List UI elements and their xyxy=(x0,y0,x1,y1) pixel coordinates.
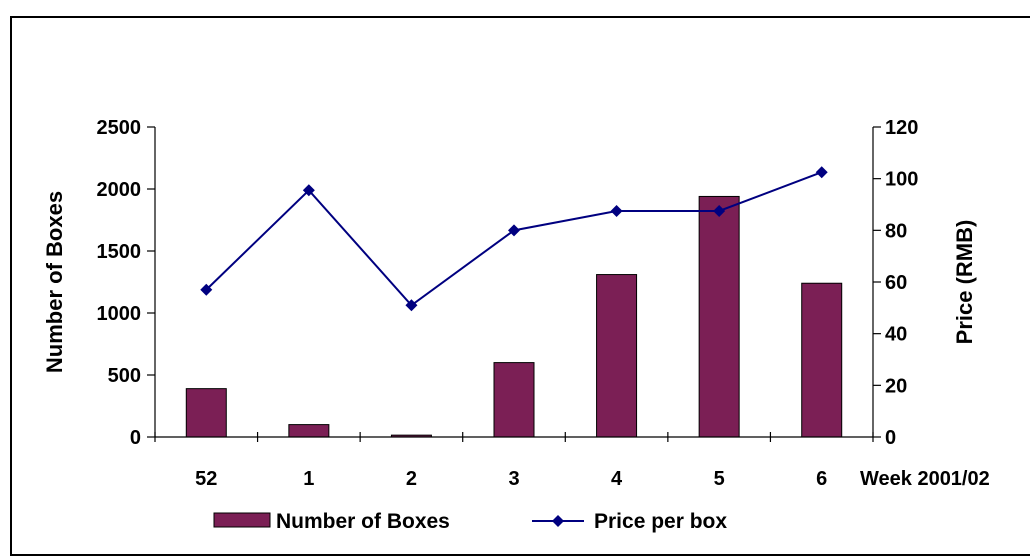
x-tick-label: 4 xyxy=(611,468,623,490)
price-point xyxy=(508,224,520,237)
price-point xyxy=(610,204,623,217)
bar xyxy=(698,195,740,438)
legend-label-price: Price per box xyxy=(594,510,727,533)
price-point xyxy=(302,184,315,197)
axes-layer: 0 500 1000 1500 2000 2500 0 20 40 60 80 100 120 52 1 2 3… xyxy=(97,117,919,490)
price-point xyxy=(713,204,726,217)
x-tick-label: 3 xyxy=(508,468,519,490)
y2-tick-label: 120 xyxy=(885,117,918,139)
y2-tick-label: 80 xyxy=(885,220,907,242)
x-axis-title: Week 2001/02 xyxy=(860,468,990,490)
y-tick-label: 1500 xyxy=(97,241,142,263)
price-point xyxy=(405,299,418,312)
line-layer xyxy=(200,166,828,312)
y-axis-title: Number of Boxes xyxy=(42,191,67,373)
x-tick-label: 6 xyxy=(816,468,827,490)
y2-tick-label: 40 xyxy=(885,324,907,346)
combo-chart: 0 500 1000 1500 2000 2500 0 20 40 60 80 100 120 52 1 2 3… xyxy=(42,117,990,533)
x-tick-label: 52 xyxy=(195,468,217,490)
bars-layer xyxy=(185,195,843,438)
bar xyxy=(493,362,535,438)
bar xyxy=(801,282,843,438)
price-point xyxy=(200,283,213,296)
y2-tick-label: 60 xyxy=(885,272,907,294)
legend: Number of Boxes Price per box xyxy=(213,510,727,533)
y2-tick-label: 20 xyxy=(885,375,907,397)
y2-tick-label: 0 xyxy=(885,427,896,449)
x-tick-label: 5 xyxy=(714,468,725,490)
y-tick-label: 0 xyxy=(130,427,141,449)
y-tick-label: 2500 xyxy=(97,117,142,139)
legend-label-bars: Number of Boxes xyxy=(276,510,450,533)
legend-marker-price xyxy=(552,515,564,527)
chart-frame xyxy=(10,16,1030,556)
y2-axis-title: Price (RMB) xyxy=(952,220,977,345)
bar xyxy=(596,274,638,438)
bar xyxy=(288,424,330,438)
y2-tick-label: 100 xyxy=(885,169,918,191)
y-tick-label: 1000 xyxy=(97,303,142,325)
price-point xyxy=(815,166,828,179)
y-tick-label: 500 xyxy=(108,365,141,387)
y-tick-label: 2000 xyxy=(97,179,142,201)
legend-swatch-bars xyxy=(213,512,271,528)
x-tick-label: 2 xyxy=(406,468,417,490)
bar xyxy=(185,388,227,438)
x-tick-label: 1 xyxy=(303,468,314,490)
